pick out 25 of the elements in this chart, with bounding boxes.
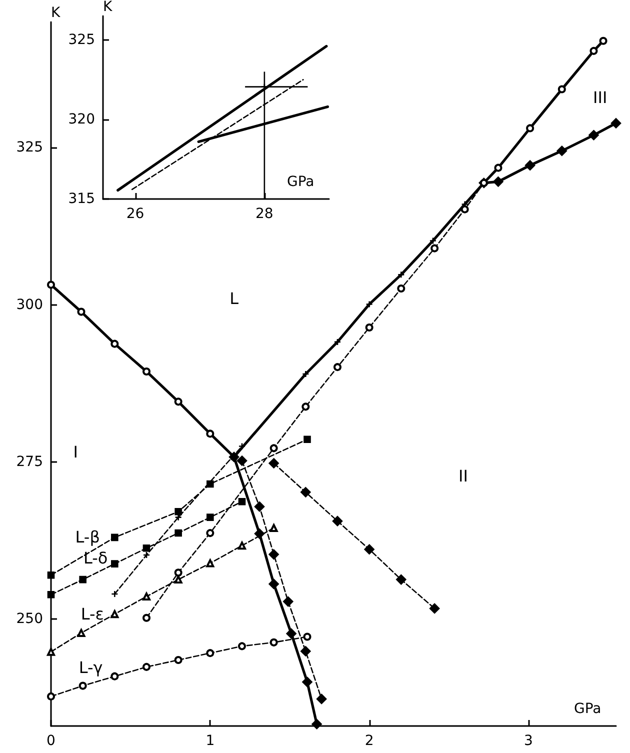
x-axis-title: GPa — [574, 701, 602, 717]
annotation: L-δ — [83, 548, 108, 568]
x-axis-title: GPa — [287, 174, 314, 190]
annotation: I — [73, 442, 78, 462]
x-tick-label: 28 — [256, 206, 274, 222]
y-tick-label: 315 — [68, 191, 95, 207]
annotation: L-γ — [78, 658, 103, 678]
x-tick-label: 2 — [364, 733, 374, 749]
y-tick-label: 320 — [68, 111, 95, 128]
y-tick-label: 250 — [16, 611, 43, 628]
x-tick-label: 1 — [206, 733, 215, 749]
x-tick-label: 0 — [46, 733, 56, 749]
x-tick-label: 26 — [126, 206, 144, 222]
annotation: L-ε — [80, 604, 104, 624]
y-tick-label: 275 — [16, 454, 43, 470]
y-axis-title: K — [103, 0, 113, 15]
y-tick-label: 325 — [68, 32, 95, 48]
annotation: L — [230, 289, 239, 308]
y-axis-title: K — [51, 5, 61, 21]
annotation: II — [458, 466, 468, 486]
x-tick-label: 3 — [524, 733, 533, 749]
y-tick-label: 325 — [16, 140, 43, 156]
annotation: III — [593, 88, 608, 107]
y-tick-label: 300 — [16, 296, 43, 313]
annotation: L-β — [75, 527, 100, 546]
